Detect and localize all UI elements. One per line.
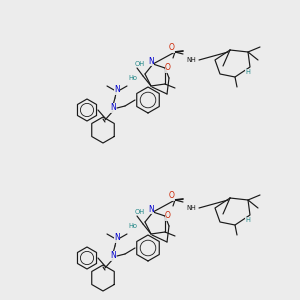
Text: O: O	[165, 64, 171, 73]
Text: O: O	[165, 212, 171, 220]
Text: OH: OH	[135, 61, 145, 67]
Text: O: O	[169, 44, 175, 52]
Text: Ho: Ho	[128, 75, 137, 81]
Text: H: H	[246, 217, 250, 223]
Text: N: N	[148, 56, 154, 65]
Text: NH: NH	[186, 205, 196, 211]
Text: NH: NH	[186, 57, 196, 63]
Text: N: N	[114, 85, 120, 94]
Text: N: N	[110, 251, 116, 260]
Text: Ho: Ho	[128, 223, 137, 229]
Text: N: N	[114, 233, 120, 242]
Text: H: H	[246, 69, 250, 75]
Text: O: O	[169, 191, 175, 200]
Text: OH: OH	[135, 209, 145, 215]
Text: N: N	[148, 205, 154, 214]
Text: N: N	[110, 103, 116, 112]
